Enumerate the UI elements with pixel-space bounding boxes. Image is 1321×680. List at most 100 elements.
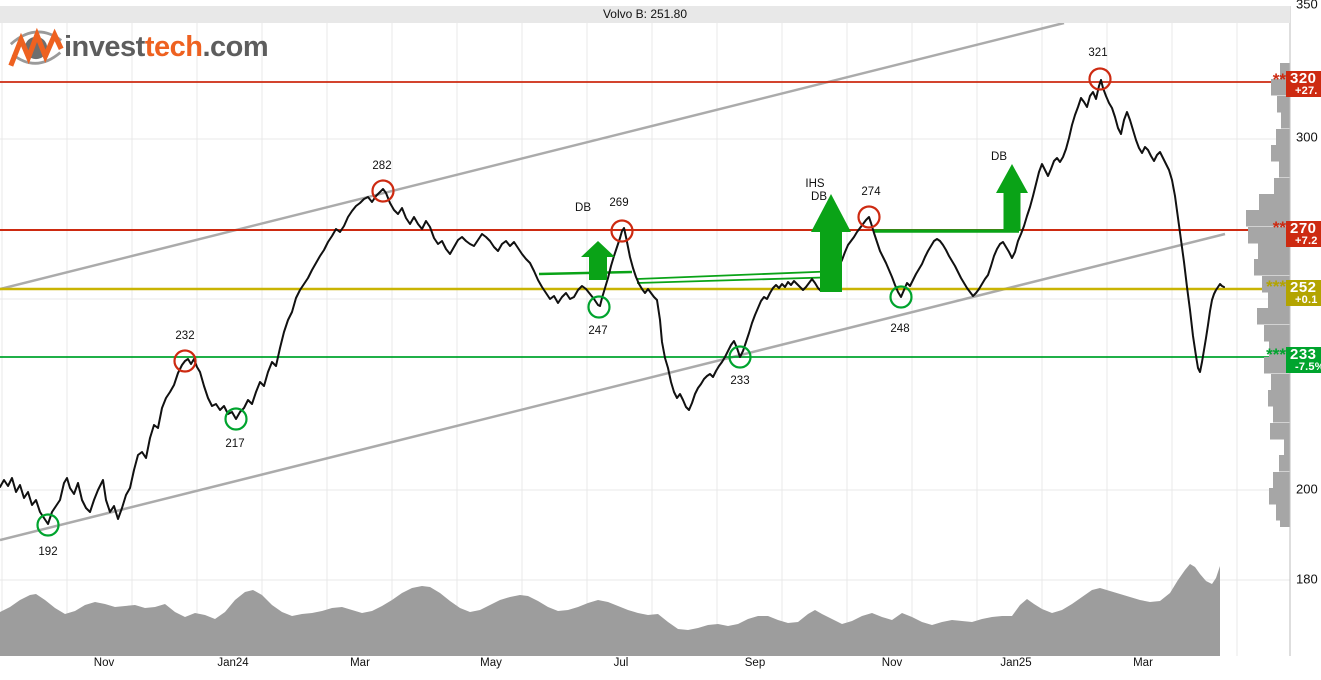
- price-volume-bar: [1268, 292, 1290, 309]
- level-badge-change: +7.2: [1295, 235, 1318, 247]
- price-volume-bar: [1276, 504, 1290, 521]
- pivot-bottom-circle: [224, 407, 248, 431]
- level-stars: **: [1272, 70, 1286, 89]
- price-volume-bar: [1257, 308, 1290, 325]
- price-volume-bar: [1269, 341, 1290, 358]
- pivot-price-label: 192: [38, 546, 58, 558]
- level-badge-price: 320: [1290, 70, 1317, 87]
- y-axis-label: 350: [1296, 0, 1318, 12]
- price-volume-bar: [1284, 439, 1290, 456]
- buy-signal-arrow: [581, 241, 615, 280]
- price-line: [0, 79, 1225, 525]
- pivot-top-circle: [857, 205, 881, 229]
- pivot-top-circle: [610, 219, 634, 243]
- logo-text: investtech.com: [64, 24, 269, 70]
- level-badge: 320 +27.: [1286, 71, 1321, 97]
- pivot-price-label: 269: [609, 197, 629, 209]
- logo-text-invest: invest: [64, 31, 145, 63]
- level-badge-price: 270: [1290, 220, 1317, 237]
- signal-label: DB: [575, 202, 591, 214]
- x-axis-label: Nov: [93, 657, 115, 669]
- x-axis-label: Nov: [881, 657, 903, 669]
- signal-label: DB: [991, 151, 1007, 163]
- pivot-price-label: 232: [175, 330, 195, 342]
- price-volume-bar: [1273, 472, 1290, 489]
- x-axis-label: Sep: [744, 657, 766, 669]
- price-volume-bar: [1254, 259, 1290, 276]
- pivot-bottom-circle: [36, 513, 60, 537]
- x-axis-label: Mar: [350, 657, 370, 669]
- level-stars: ***: [1266, 345, 1286, 364]
- logo-wave-icon: [8, 27, 64, 67]
- pivot-price-label: 274: [861, 186, 881, 198]
- pivot-bottom-circle: [728, 345, 752, 369]
- level-badge: 270 +7.2: [1286, 221, 1321, 247]
- price-volume-bar: [1258, 243, 1290, 260]
- y-axis-label: 200: [1296, 481, 1318, 497]
- level-badge-change: -7.5%: [1295, 361, 1321, 373]
- price-volume-bar: [1279, 455, 1290, 472]
- price-volume-bar: [1262, 276, 1290, 293]
- price-volume-bar: [1264, 325, 1290, 342]
- price-volume-bar: [1281, 112, 1290, 129]
- investtech-logo: investtech.com: [8, 24, 269, 70]
- price-volume-bar: [1264, 357, 1290, 374]
- trend-channel-line: [0, 232, 1226, 542]
- pivot-bottom-circle: [889, 285, 913, 309]
- level-stars: **: [1272, 218, 1286, 237]
- signal-label: DB: [811, 191, 827, 203]
- price-volume-bar: [1277, 96, 1290, 113]
- pivot-top-circle: [1088, 67, 1112, 91]
- pivot-top-circle: [371, 179, 395, 203]
- level-badge: 252 +0.1: [1286, 280, 1321, 306]
- price-volume-bar: [1280, 63, 1290, 80]
- price-volume-bar: [1259, 194, 1290, 211]
- pivot-price-label: 321: [1088, 47, 1108, 59]
- pattern-neckline: [538, 270, 633, 276]
- price-volume-bar: [1271, 374, 1290, 391]
- y-axis-label: 180: [1296, 571, 1318, 587]
- price-volume-bar: [1276, 129, 1290, 146]
- buy-signal-arrow: [996, 164, 1028, 231]
- price-volume-bar: [1280, 520, 1290, 527]
- y-axis-label: 300: [1296, 129, 1318, 145]
- x-axis-label: Jul: [613, 657, 629, 669]
- price-volume-bar: [1271, 79, 1290, 96]
- price-volume-bar: [1268, 390, 1290, 407]
- x-axis-label: May: [480, 657, 502, 669]
- level-badge-price: 252: [1290, 279, 1317, 296]
- x-axis-label: Jan24: [217, 657, 249, 669]
- logo-text-com: .com: [202, 31, 269, 63]
- price-volume-bar: [1246, 210, 1290, 227]
- x-axis-label: Jan25: [1000, 657, 1032, 669]
- trend-channel-line: [0, 21, 1065, 291]
- level-badge: 233-7.5%: [1286, 347, 1321, 373]
- level-badge-price: 233: [1290, 346, 1317, 363]
- level-badge-change: +27.: [1295, 85, 1318, 97]
- price-volume-bar: [1271, 145, 1290, 162]
- pattern-neckline: [636, 270, 841, 280]
- buy-signal-arrow: [811, 194, 851, 292]
- pattern-neckline: [636, 276, 841, 284]
- price-volume-bar: [1273, 406, 1290, 423]
- title-bar: Volvo B: 251.80: [0, 6, 1290, 23]
- price-volume-bar: [1274, 178, 1290, 195]
- price-volume-bar: [1279, 161, 1290, 178]
- price-volume-bar: [1269, 488, 1290, 505]
- pivot-price-label: 233: [730, 375, 750, 387]
- pivot-price-label: 282: [372, 160, 392, 172]
- level-stars: ***: [1266, 277, 1286, 296]
- pivot-price-label: 247: [588, 325, 608, 337]
- pivot-price-label: 217: [225, 438, 245, 450]
- logo-text-tech: tech: [144, 31, 203, 63]
- price-volume-bar: [1270, 423, 1290, 440]
- title-text: Volvo B: 251.80: [602, 7, 688, 21]
- signal-label: IHS: [805, 178, 825, 190]
- volume-area: [0, 564, 1220, 656]
- x-axis-label: Mar: [1133, 657, 1153, 669]
- pivot-price-label: 248: [890, 323, 910, 335]
- level-badge-change: +0.1: [1295, 294, 1318, 306]
- pivot-bottom-circle: [587, 295, 611, 319]
